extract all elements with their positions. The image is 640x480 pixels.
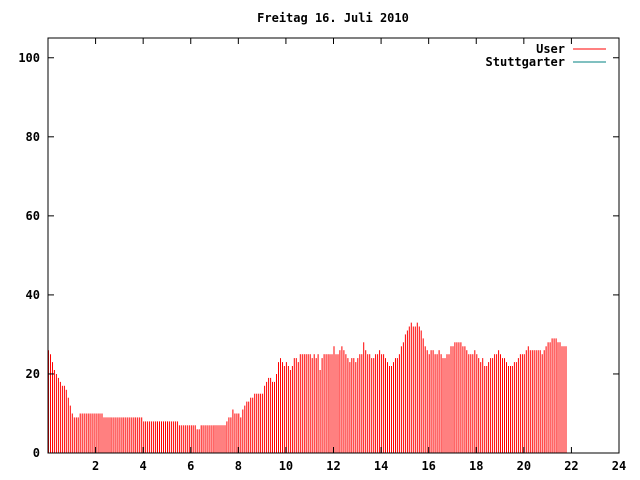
bar-series-user bbox=[48, 322, 567, 453]
x-axis: 2 4 6 8 10 12 14 16 18 20 22 24 bbox=[92, 38, 626, 473]
y-tick-label: 80 bbox=[26, 130, 40, 144]
x-tick-label: 12 bbox=[326, 459, 340, 473]
y-tick-label: 40 bbox=[26, 288, 40, 302]
x-tick-label: 18 bbox=[469, 459, 483, 473]
x-tick-label: 20 bbox=[517, 459, 531, 473]
y-tick-label: 20 bbox=[26, 367, 40, 381]
x-tick-label: 14 bbox=[374, 459, 388, 473]
x-tick-label: 8 bbox=[235, 459, 242, 473]
x-tick-label: 24 bbox=[612, 459, 626, 473]
y-tick-label: 60 bbox=[26, 209, 40, 223]
legend-label: User bbox=[536, 42, 565, 56]
x-tick-label: 6 bbox=[187, 459, 194, 473]
legend-label: Stuttgarter bbox=[486, 55, 565, 69]
y-tick-label: 100 bbox=[18, 51, 40, 65]
y-tick-label: 0 bbox=[33, 446, 40, 460]
x-tick-label: 4 bbox=[140, 459, 147, 473]
x-tick-label: 10 bbox=[279, 459, 293, 473]
y-axis: 0 20 40 60 80 100 bbox=[18, 51, 619, 460]
x-tick-label: 2 bbox=[92, 459, 99, 473]
x-tick-label: 22 bbox=[564, 459, 578, 473]
chart-title: Freitag 16. Juli 2010 bbox=[257, 11, 409, 25]
x-tick-label: 16 bbox=[421, 459, 435, 473]
